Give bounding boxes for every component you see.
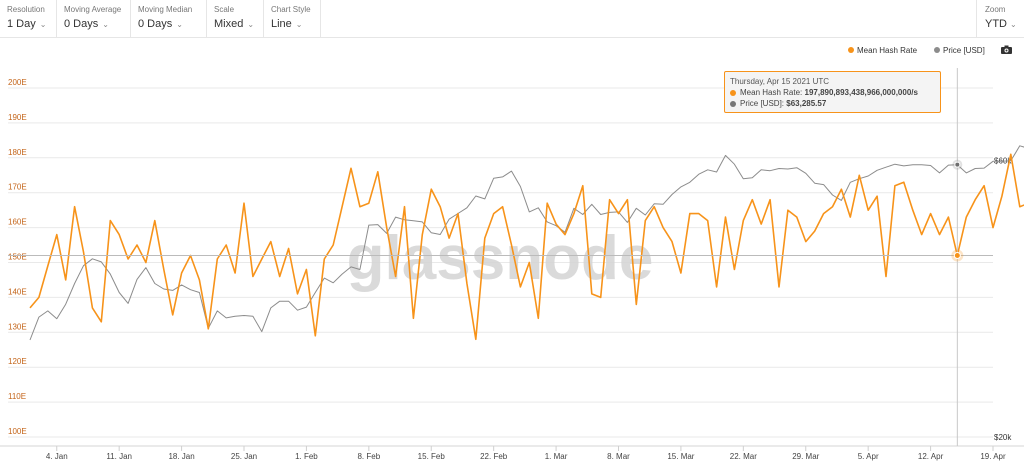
x-tick-label: 4. Jan [46, 452, 68, 461]
x-tick-label: 22. Feb [480, 452, 508, 461]
marker-hash-rate [953, 252, 961, 260]
hash-rate-price-chart[interactable]: 100E 110E 120E 130E 140E 150E 160E 170E 180E 190E… [0, 37, 1024, 463]
tooltip-date: Thursday, Apr 15 2021 UTC [730, 77, 830, 86]
chevron-down-icon: ⌄ [295, 20, 303, 29]
legend-label-price: Price [USD] [943, 46, 985, 55]
legend-item-hash-rate[interactable]: Mean Hash Rate [848, 46, 917, 55]
y-left-tick-label: 170E [8, 183, 27, 192]
moving-average-value[interactable]: 0 Days ⌄ [64, 18, 109, 30]
x-tick-label: 15. Mar [667, 452, 694, 461]
moving-average-label: Moving Average [64, 5, 122, 14]
moving-average-select[interactable]: Moving Average 0 Days ⌄ [57, 0, 131, 37]
x-tick-label: 15. Feb [418, 452, 446, 461]
resolution-select[interactable]: Resolution 1 Day ⌄ [0, 0, 57, 37]
x-tick-label: 5. Apr [858, 452, 879, 461]
scale-select[interactable]: Scale Mixed ⌄ [207, 0, 264, 37]
y-left-tick-label: 190E [8, 113, 27, 122]
chart-style-select[interactable]: Chart Style Line ⌄ [264, 0, 321, 37]
x-tick-label: 25. Jan [231, 452, 257, 461]
y-left-tick-label: 110E [8, 392, 26, 401]
chart-style-label: Chart Style [271, 5, 311, 14]
y-left-tick-label: 200E [8, 78, 27, 87]
moving-median-select[interactable]: Moving Median 0 Days ⌄ [131, 0, 207, 37]
legend-item-price[interactable]: Price [USD] [934, 46, 985, 55]
x-tick-label: 1. Mar [545, 452, 568, 461]
chevron-down-icon: ⌄ [176, 20, 183, 29]
x-tick-label: 19. Apr [980, 452, 1006, 461]
chevron-down-icon: ⌄ [1010, 20, 1017, 29]
resolution-label: Resolution [7, 5, 45, 14]
tooltip-hash-label: Mean Hash Rate: [740, 88, 803, 97]
y-left-tick-label: 130E [8, 322, 27, 331]
zoom-value[interactable]: YTD ⌄ [985, 18, 1017, 30]
marker-price [954, 161, 961, 168]
y-left-tick-label: 180E [8, 148, 27, 157]
scale-value[interactable]: Mixed ⌄ [214, 18, 255, 30]
tooltip-hash-value: 197,890,893,438,966,000,000/s [804, 88, 918, 97]
tooltip-hash-row: Mean Hash Rate: 197,890,893,438,966,000,… [730, 88, 918, 97]
y-right-tick-label: $20k [994, 433, 1012, 442]
legend-label-hash-rate: Mean Hash Rate [857, 46, 918, 55]
tooltip-price-row: Price [USD]: $63,285.57 [730, 99, 826, 108]
tooltip-price-value: $63,285.57 [786, 99, 827, 108]
tooltip-price-swatch [730, 101, 736, 107]
y-left-tick-label: 120E [8, 357, 27, 366]
tooltip-price-label: Price [USD]: [740, 99, 785, 108]
legend-swatch-price [934, 47, 940, 53]
zoom-label: Zoom [985, 5, 1006, 14]
x-tick-label: 11. Jan [106, 452, 132, 461]
x-tick-label: 8. Feb [357, 452, 380, 461]
x-tick-label: 1. Feb [295, 452, 318, 461]
x-tick-label: 22. Mar [730, 452, 757, 461]
x-tick-label: 29. Mar [792, 452, 819, 461]
x-tick-label: 8. Mar [607, 452, 630, 461]
series-line-hash-rate [29, 153, 1024, 341]
y-left-tick-label: 140E [8, 287, 27, 296]
chevron-down-icon: ⌄ [247, 20, 255, 29]
y-left-tick-label: 150E [8, 253, 27, 262]
chart-style-value[interactable]: Line ⌄ [271, 18, 303, 30]
legend-swatch-hash-rate [848, 47, 854, 53]
chevron-down-icon: ⌄ [102, 20, 109, 29]
resolution-value[interactable]: 1 Day ⌄ [7, 18, 47, 30]
camera-icon[interactable] [1001, 45, 1012, 54]
x-tick-label: 12. Apr [918, 452, 944, 461]
y-left-tick-label: 100E [8, 427, 27, 436]
y-left-tick-label: 160E [8, 218, 27, 227]
chart-toolbar: Resolution 1 Day ⌄ Moving Average 0 Days ⌄… [0, 0, 1024, 38]
zoom-select[interactable]: Zoom YTD ⌄ [976, 0, 1024, 37]
moving-median-value[interactable]: 0 Days ⌄ [138, 18, 183, 30]
chart-tooltip: Thursday, Apr 15 2021 UTC Mean Hash Rate… [724, 71, 941, 113]
tooltip-hash-swatch [730, 90, 736, 96]
chevron-down-icon: ⌄ [39, 20, 47, 29]
scale-label: Scale [214, 5, 235, 14]
moving-median-label: Moving Median [138, 5, 193, 14]
x-tick-label: 18. Jan [168, 452, 194, 461]
